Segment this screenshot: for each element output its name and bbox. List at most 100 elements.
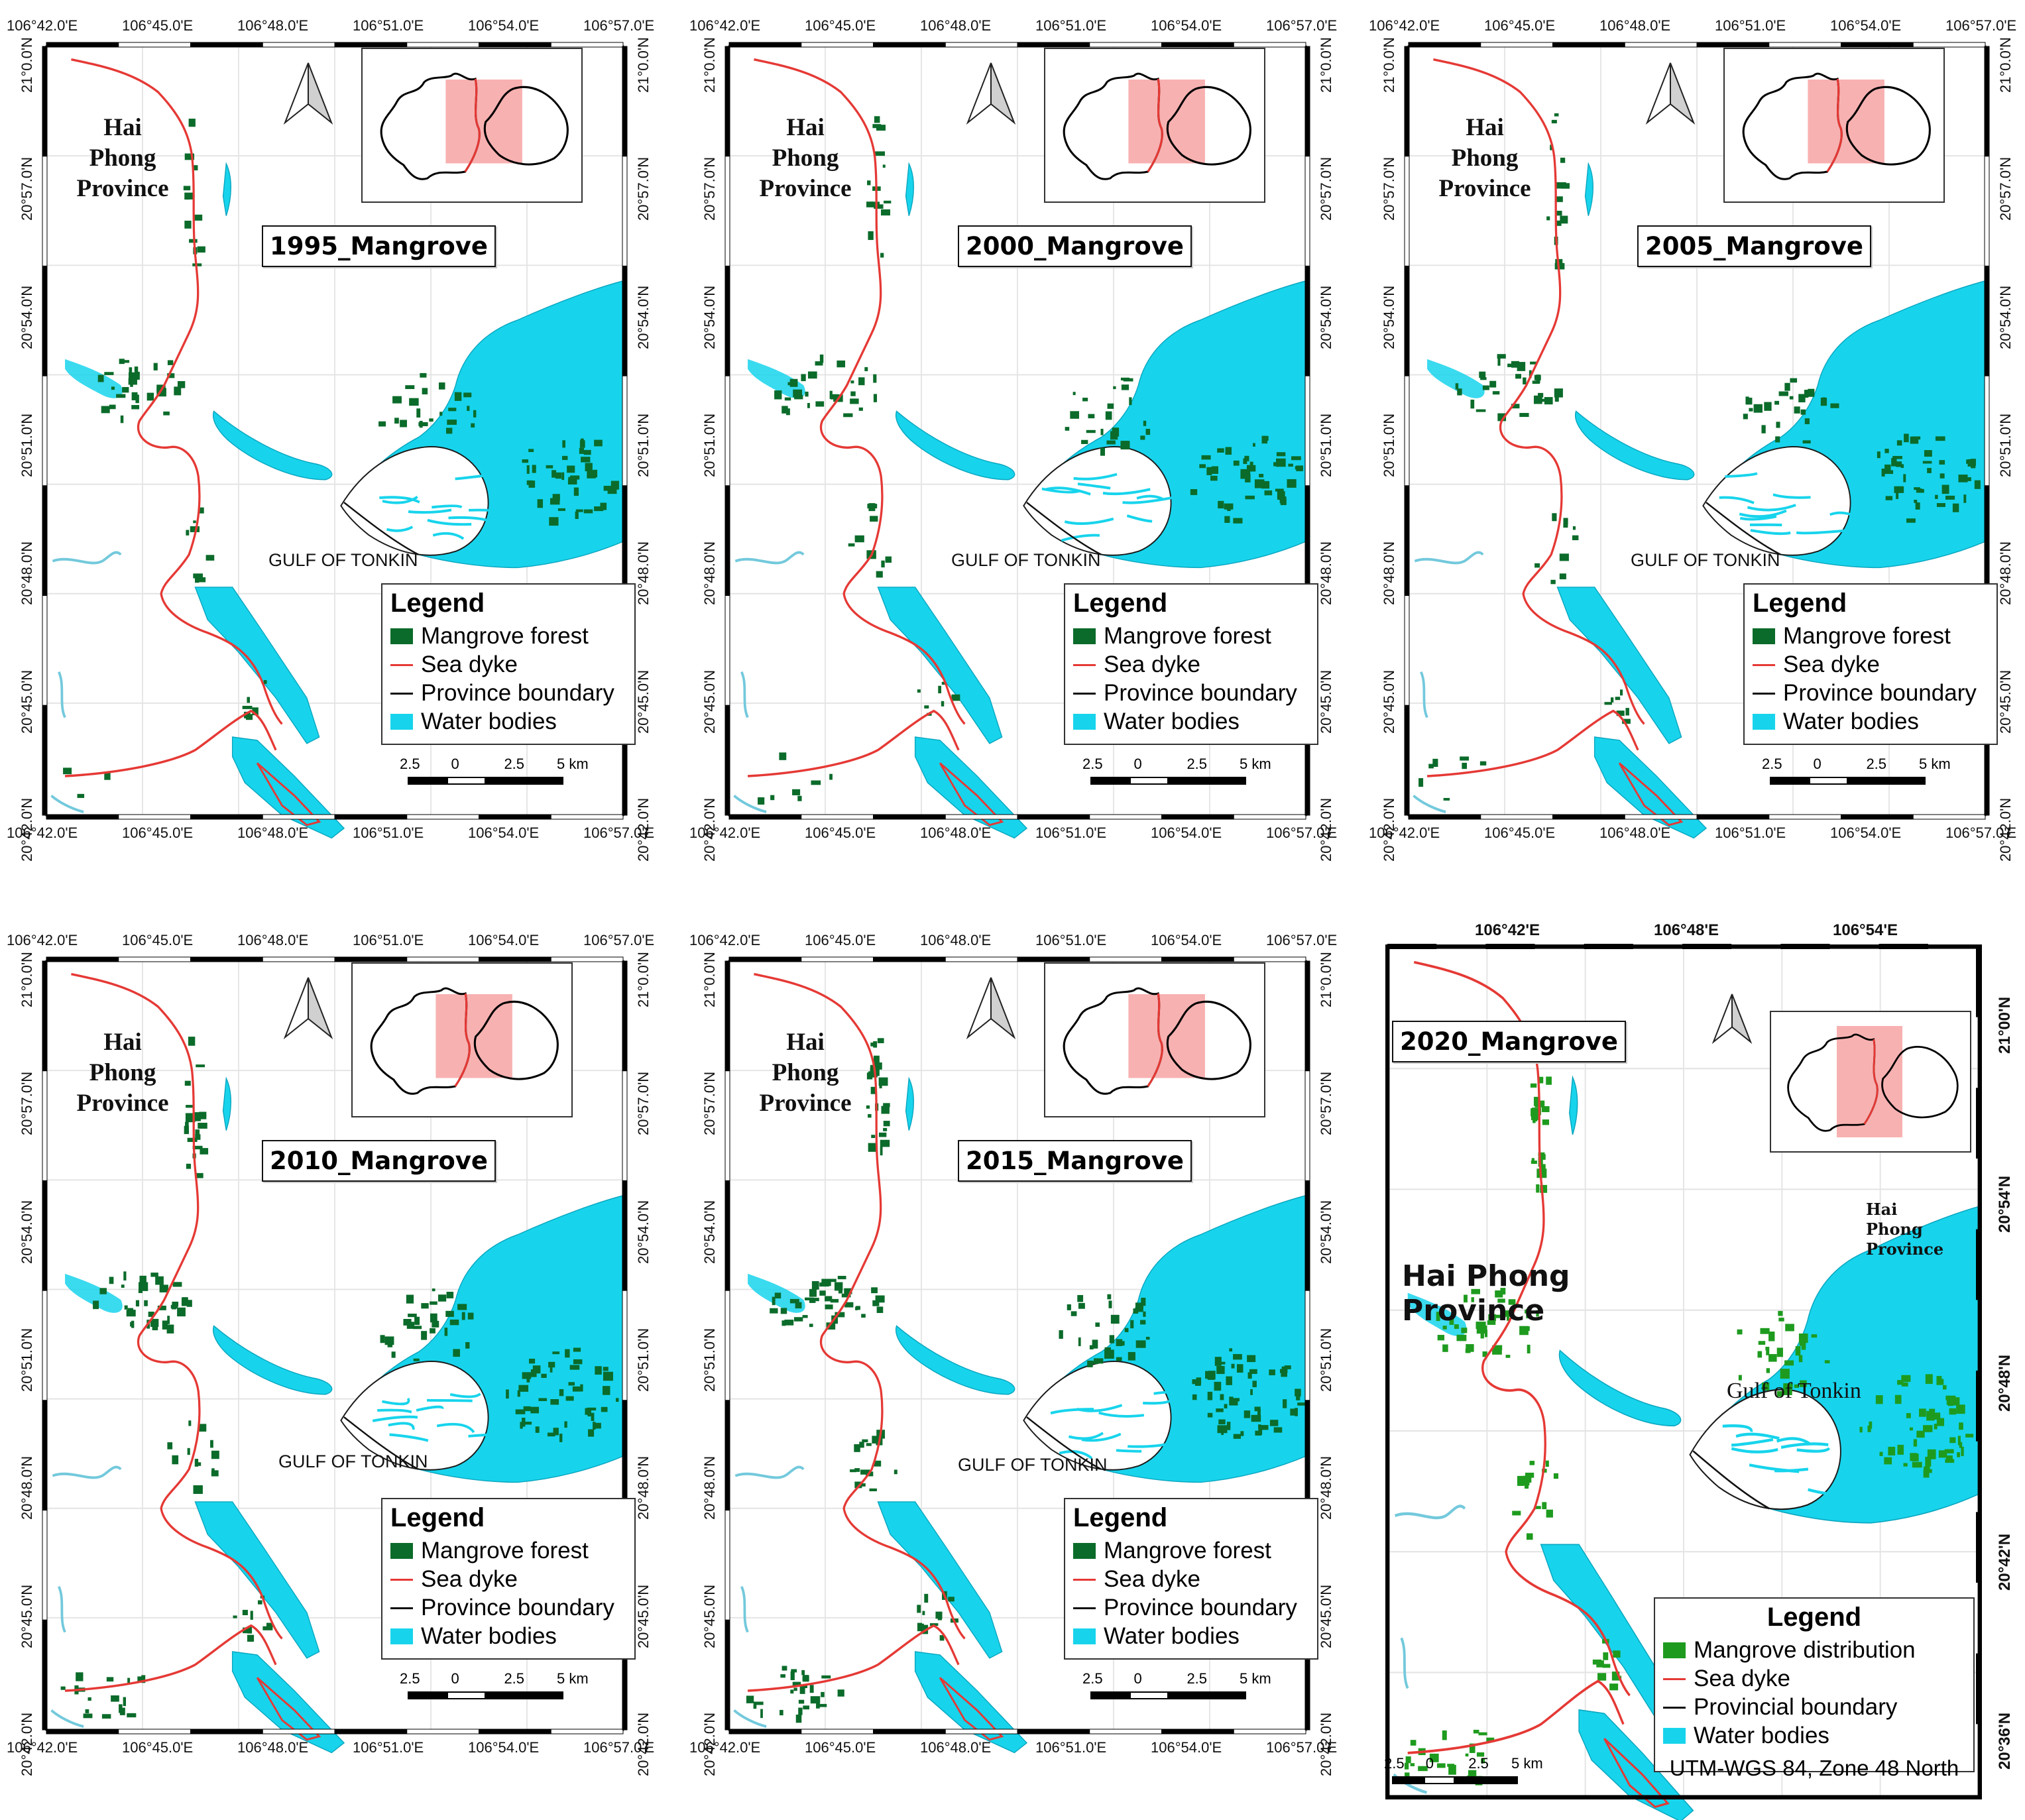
boundary-swatch bbox=[1753, 692, 1775, 695]
legend-label: Water bodies bbox=[421, 709, 557, 734]
longitude-label: 106°48.0'E bbox=[1599, 17, 1671, 34]
legend-title: Legend bbox=[1073, 1503, 1168, 1532]
longitude-label: 106°42.0'E bbox=[689, 1739, 761, 1756]
province-label: Hai Phong Province bbox=[76, 114, 169, 202]
latitude-label: 20°54.0'N bbox=[1997, 285, 2014, 349]
neatline bbox=[724, 42, 1310, 820]
longitude-label: 106°45.0'E bbox=[122, 825, 194, 841]
scale-segment bbox=[524, 777, 563, 785]
sea-dyke-swatch bbox=[1073, 663, 1096, 666]
legend-item: Water bodies bbox=[390, 709, 557, 735]
latitude-label: 21°0.0'N bbox=[635, 952, 652, 1007]
map-legend: Legend Mangrove forest Sea dyke Province bo… bbox=[381, 1498, 636, 1660]
latitude-label: 21°0.0'N bbox=[1318, 37, 1334, 93]
latitude-label: 20°51.0'N bbox=[701, 413, 718, 477]
boundary-swatch bbox=[390, 692, 413, 695]
latitude-label: 20°48.0'N bbox=[1381, 541, 1397, 606]
latitude-label: 20°57.0'N bbox=[1318, 1072, 1334, 1136]
scale-bar: 2.5 0 2.5 5 km bbox=[400, 756, 590, 795]
latitude-label: 20°42.0'N bbox=[701, 1712, 718, 1776]
legend-label: Water bodies bbox=[1104, 1623, 1240, 1649]
latitude-label: 20°54.0'N bbox=[19, 1200, 35, 1264]
north-arrow-icon bbox=[1645, 62, 1696, 125]
legend-label: Sea dyke bbox=[421, 1566, 518, 1592]
scale-segment bbox=[1808, 777, 1848, 785]
legend-item: Water bodies bbox=[1663, 1723, 1829, 1749]
north-arrow-icon bbox=[1711, 994, 1753, 1045]
map-legend: Legend Mangrove forest Sea dyke Province bo… bbox=[381, 583, 636, 745]
mangrove-swatch bbox=[1073, 628, 1096, 644]
latitude-label: 20°42.0'N bbox=[19, 1712, 35, 1776]
latitude-label: 20°57.0'N bbox=[1997, 157, 2014, 221]
scale-bar: 2.5 0 2.5 5 km bbox=[1384, 1755, 1544, 1795]
latitude-label: 20°51.0'N bbox=[635, 413, 652, 477]
longitude-label: 106°54.0'E bbox=[1830, 825, 1902, 841]
longitude-label: 106°54.0'E bbox=[1830, 17, 1902, 34]
longitude-label: 106°45.0'E bbox=[122, 17, 194, 34]
longitude-label: 106°54.0'E bbox=[468, 825, 540, 841]
scale-tick-label: 5 km bbox=[1919, 756, 1951, 772]
boundary-swatch bbox=[1663, 1706, 1686, 1709]
longitude-label: 106°57.0'E bbox=[583, 932, 655, 948]
water-swatch bbox=[390, 714, 413, 730]
scale-tick-label: 2.5 bbox=[1082, 756, 1103, 772]
latitude-label: 20°48.0'N bbox=[1997, 541, 2014, 606]
legend-label: Mangrove forest bbox=[421, 1538, 589, 1564]
legend-item: Mangrove forest bbox=[1073, 1538, 1271, 1564]
map-panel-2000: 106°42.0'E 106°42.0'E 106°45.0'E 106°45.0'E… bbox=[683, 0, 1346, 862]
longitude-label: 106°51.0'E bbox=[353, 17, 424, 34]
longitude-label: 106°48.0'E bbox=[237, 825, 309, 841]
sea-dyke-swatch bbox=[1753, 663, 1775, 666]
scale-tick-label: 2.5 bbox=[1762, 756, 1782, 772]
latitude-label: 20°45.0'N bbox=[635, 669, 652, 734]
gulf-label: GULF OF TONKIN bbox=[958, 1455, 1108, 1475]
longitude-label: 106°42.0'E bbox=[1369, 825, 1440, 841]
longitude-label: 106°45.0'E bbox=[805, 1739, 876, 1756]
longitude-label: 106°45.0'E bbox=[1484, 17, 1556, 34]
legend-item: Sea dyke bbox=[390, 1566, 518, 1593]
scale-segment bbox=[1392, 1776, 1424, 1784]
neatline bbox=[724, 956, 1310, 1735]
inset-locator-map bbox=[361, 48, 583, 203]
legend-label: Sea dyke bbox=[421, 652, 518, 677]
legend-item: Water bodies bbox=[390, 1623, 557, 1650]
latitude-label: 20°42.0'N bbox=[1318, 1712, 1334, 1776]
sea-dyke-swatch bbox=[1663, 1678, 1686, 1680]
boundary-swatch bbox=[1073, 692, 1096, 695]
scale-segment bbox=[1455, 1776, 1487, 1784]
longitude-label: 106°42'E bbox=[1475, 921, 1540, 939]
scale-segment bbox=[446, 1691, 486, 1699]
scale-tick-label: 0 bbox=[451, 756, 459, 772]
latitude-label: 20°42.0'N bbox=[1381, 797, 1397, 862]
longitude-label: 106°48.0'E bbox=[920, 825, 992, 841]
year-title: 2005_Mangrove bbox=[1637, 225, 1871, 267]
latitude-label: 20°45.0'N bbox=[701, 669, 718, 734]
neatline bbox=[1385, 944, 1982, 1799]
longitude-label: 106°42.0'E bbox=[689, 932, 761, 948]
year-title: 2015_Mangrove bbox=[958, 1140, 1192, 1182]
longitude-label: 106°45.0'E bbox=[122, 1739, 194, 1756]
map-legend: Legend Mangrove forest Sea dyke Province bo… bbox=[1064, 1498, 1318, 1660]
latitude-label: 20°57.0'N bbox=[701, 157, 718, 221]
scale-tick-label: 2.5 bbox=[504, 756, 525, 772]
latitude-label: 20°45.0'N bbox=[701, 1584, 718, 1648]
legend-item: Mangrove distribution bbox=[1663, 1637, 1916, 1664]
latitude-label: 20°57.0'N bbox=[1381, 157, 1397, 221]
latitude-label: 21°0.0'N bbox=[635, 37, 652, 93]
legend-item: Province boundary bbox=[1073, 1595, 1297, 1621]
longitude-label: 106°48'E bbox=[1654, 921, 1719, 939]
scale-segment bbox=[1770, 777, 1809, 785]
inset-locator-map bbox=[1723, 48, 1945, 203]
gulf-label: GULF OF TONKIN bbox=[951, 550, 1101, 570]
legend-label: Mangrove forest bbox=[1104, 623, 1271, 649]
scale-tick-label: 2.5 bbox=[1186, 756, 1208, 772]
inset-locator-map bbox=[351, 962, 573, 1117]
scale-tick-label: 2.5 bbox=[1082, 1670, 1103, 1687]
scale-segment bbox=[408, 1691, 447, 1699]
latitude-label: 21°0.0'N bbox=[19, 952, 35, 1007]
year-title: 2010_Mangrove bbox=[262, 1140, 496, 1182]
latitude-label: 20°57.0'N bbox=[1318, 157, 1334, 221]
scale-segment bbox=[1847, 777, 1887, 785]
scale-tick-label: 5 km bbox=[1240, 756, 1271, 772]
latitude-label: 20°45.0'N bbox=[1381, 669, 1397, 734]
